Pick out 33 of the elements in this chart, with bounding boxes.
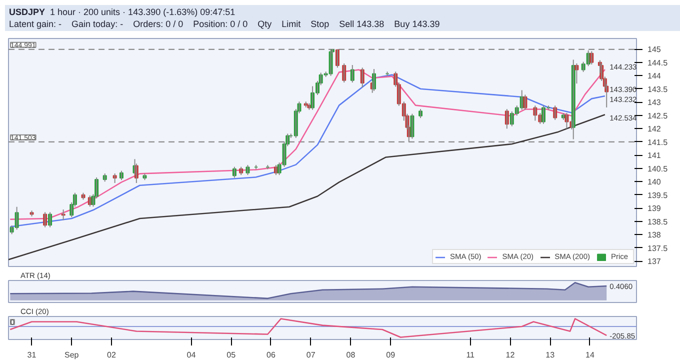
y-tick-label: 141 (648, 151, 662, 160)
x-tick-label: 08 (346, 350, 356, 360)
x-tick-label: 04 (186, 350, 196, 360)
chart-subtitle: 1 hour · 200 units · 143.390 (-1.63%) 09:47:51 (50, 7, 236, 17)
x-tick-label: Sep (64, 350, 80, 360)
y-tick-label: 138.5 (648, 217, 668, 226)
chart-title: USDJPY (9, 7, 46, 17)
x-tick-label: 11 (466, 350, 476, 360)
y-tick-label: 140.5 (648, 164, 668, 174)
y-tick-label: 144 (648, 72, 662, 81)
x-tick-label: 05 (226, 350, 236, 360)
x-tick-label: 09 (386, 350, 396, 360)
x-tick-label: 14 (586, 350, 595, 360)
x-tick-label: 07 (306, 350, 316, 360)
y-tick-label: 137 (648, 257, 662, 266)
x-tick-label: 31 (27, 350, 37, 360)
y-tick-label: 137.5 (648, 244, 668, 253)
x-tick-label: 06 (266, 350, 276, 360)
x-tick-label: 12 (506, 350, 516, 360)
y-tick-label: 143.5 (648, 84, 668, 94)
y-tick-label: 142.5 (648, 111, 668, 120)
y-tick-label: 140 (648, 178, 662, 187)
x-tick-label: 02 (107, 350, 117, 360)
y-tick-label: 141.5 (648, 138, 668, 147)
y-tick-label: 138 (648, 230, 662, 240)
x-tick-label: 13 (546, 350, 556, 360)
y-tick-label: 144.5 (648, 58, 668, 68)
text: Latent gain: - Gain today: - Orders: 0 / 0 Position: 0 / 0 Qty Limit Stop Sell 143.38 Buy 143.39 (9, 19, 440, 29)
y-tick-label: 139.5 (648, 190, 668, 200)
y-tick-label: 145 (648, 45, 662, 54)
y-tick-label: 143 (648, 98, 662, 108)
y-tick-label: 139 (648, 204, 662, 214)
y-tick-label: 142 (648, 124, 662, 134)
